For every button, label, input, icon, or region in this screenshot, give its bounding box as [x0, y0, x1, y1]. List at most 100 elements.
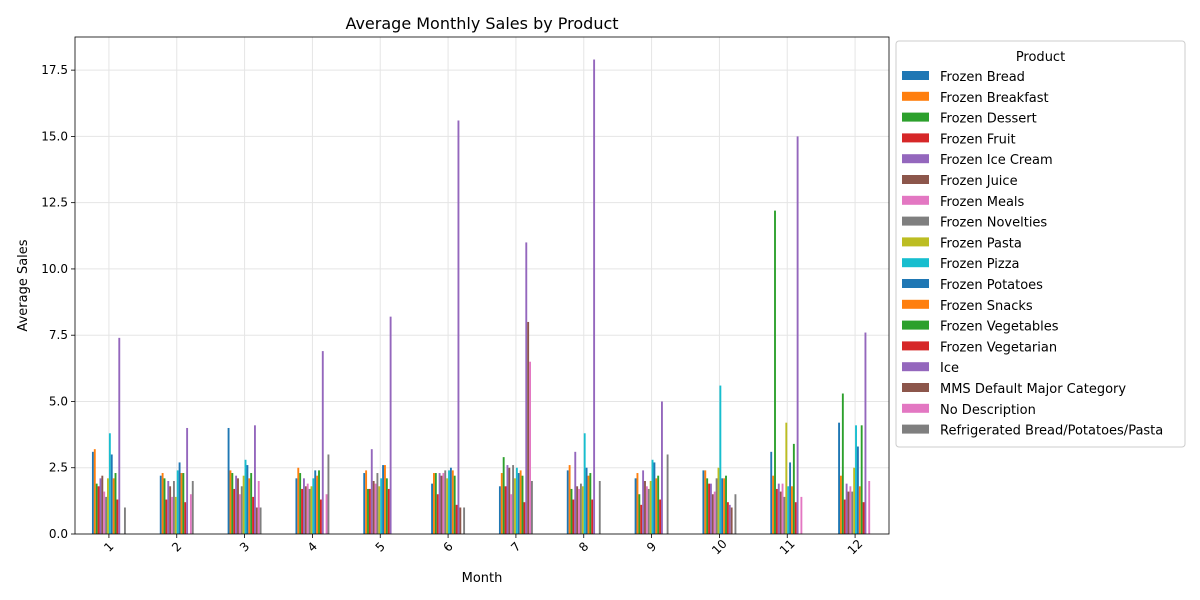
bar — [455, 504, 458, 534]
bar — [103, 491, 106, 534]
bar — [649, 480, 652, 534]
legend-label: Refrigerated Bread/Potatoes/Pasta — [940, 424, 1163, 439]
legend-swatch — [902, 383, 929, 392]
bar — [578, 488, 580, 534]
x-tick-label: 5 — [373, 539, 388, 554]
legend-label: Frozen Potatoes — [940, 278, 1043, 293]
x-tick-label: 3 — [237, 539, 252, 554]
legend-swatch — [902, 133, 929, 143]
x-tick-label: 2 — [169, 539, 184, 554]
bar — [589, 473, 592, 534]
bar — [95, 483, 98, 534]
bar — [502, 457, 505, 534]
bar — [451, 470, 454, 534]
bar — [792, 443, 795, 534]
bar — [257, 480, 260, 534]
bar — [530, 480, 533, 534]
bar — [459, 507, 462, 534]
x-tick-label: 6 — [440, 539, 455, 554]
bar — [728, 504, 731, 534]
legend-label: Frozen Pizza — [940, 257, 1020, 272]
bar — [380, 478, 383, 534]
bar — [636, 473, 639, 534]
bar — [110, 454, 113, 534]
bar — [310, 486, 313, 534]
bar — [299, 473, 302, 534]
bar — [585, 467, 588, 534]
legend-label: Frozen Bread — [940, 70, 1025, 85]
bar — [864, 332, 867, 534]
bar — [308, 488, 311, 534]
bar — [574, 451, 577, 534]
bar — [783, 496, 786, 534]
axes-layer: 0.02.55.07.510.012.515.017.51 2 3 4 5 6 7 8 9 10 1… — [41, 63, 865, 557]
legend-item: Frozen Fruit — [902, 132, 1016, 147]
bar — [316, 475, 319, 534]
bar — [579, 483, 582, 534]
bar — [325, 494, 328, 534]
bar — [318, 470, 320, 534]
legend-swatch — [902, 237, 929, 247]
bar — [583, 433, 586, 534]
bar — [306, 483, 309, 534]
bar — [255, 507, 258, 534]
bar — [453, 475, 456, 534]
bar — [644, 480, 646, 534]
legend-item: Frozen Ice Cream — [902, 153, 1053, 168]
bar — [587, 475, 590, 534]
legend-label: Frozen Meals — [940, 195, 1025, 210]
bar — [382, 465, 385, 534]
bar — [651, 459, 654, 534]
y-axis-title: Average Sales — [16, 239, 31, 331]
bar — [566, 470, 569, 534]
y-tick-label: 10.0 — [41, 262, 68, 276]
legend-item: Frozen Meals — [902, 195, 1025, 210]
bar — [227, 427, 230, 534]
bar — [785, 422, 788, 534]
bar — [368, 488, 371, 534]
bar — [657, 475, 660, 534]
legend-item: No Description — [902, 403, 1036, 418]
bar — [774, 210, 776, 535]
bar — [434, 473, 437, 534]
x-tick-label: 7 — [508, 539, 523, 554]
bar — [376, 473, 379, 534]
bar — [775, 488, 778, 534]
bar — [165, 499, 168, 534]
legend-label: Frozen Novelties — [940, 216, 1047, 231]
bar — [868, 480, 871, 534]
bar — [238, 494, 241, 534]
bar — [97, 486, 100, 534]
legend-swatch — [902, 362, 929, 372]
bar — [186, 427, 189, 534]
legend-label: No Description — [940, 403, 1036, 418]
bar — [159, 475, 162, 534]
legend-label: Frozen Vegetables — [940, 320, 1059, 335]
y-tick-label: 5.0 — [49, 394, 68, 408]
bar — [114, 473, 117, 534]
bar — [856, 446, 859, 534]
bar — [525, 242, 528, 534]
bar — [734, 494, 737, 534]
bar — [593, 59, 596, 534]
bar — [517, 473, 520, 534]
legend-label: Frozen Ice Cream — [940, 153, 1053, 168]
bar — [436, 494, 439, 534]
legend-swatch — [902, 195, 929, 205]
bar — [254, 425, 256, 534]
bar — [99, 478, 102, 534]
bar — [250, 473, 253, 534]
legend-swatch — [902, 299, 929, 309]
bar — [176, 470, 179, 534]
bar — [717, 467, 720, 534]
bar — [237, 478, 239, 534]
bar — [189, 494, 192, 534]
bar — [248, 478, 251, 534]
bar — [389, 316, 392, 534]
bar — [314, 470, 317, 534]
bar — [706, 478, 709, 534]
bar — [312, 478, 315, 534]
bar — [246, 465, 249, 534]
legend-swatch — [902, 112, 929, 122]
